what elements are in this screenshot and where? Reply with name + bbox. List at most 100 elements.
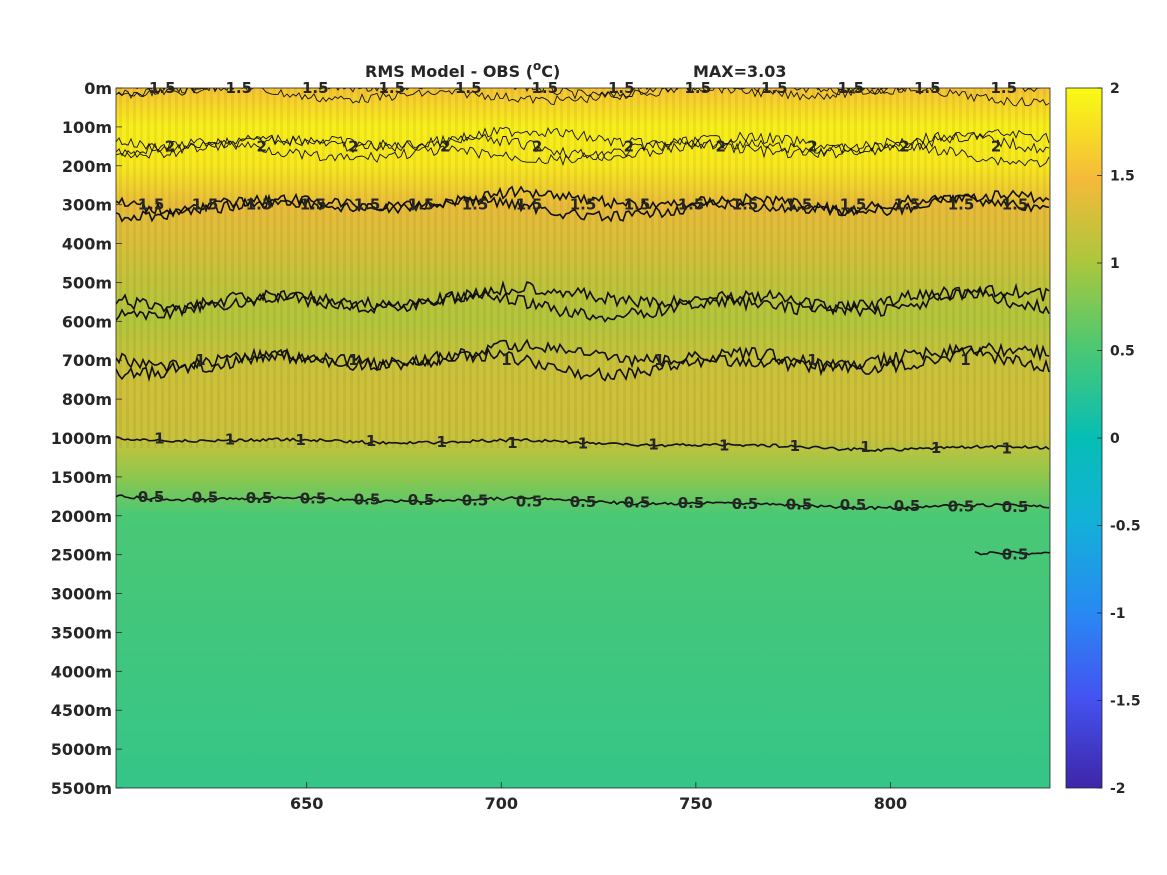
contour-label: 0.5 xyxy=(138,488,165,506)
contour-label: 1 xyxy=(931,439,941,457)
y-tick-label: 1000m xyxy=(51,429,112,448)
contour-label: 1 xyxy=(648,435,658,453)
heatmap-stripe-texture xyxy=(116,88,1050,448)
colorbar: 2 1.5 1 0.5 0 -0.5 -1 -1.5 -2 xyxy=(1065,81,1141,797)
contour-label: 0.5 xyxy=(192,488,219,506)
colorbar-tick-label: 0 xyxy=(1110,431,1120,447)
x-tick-label: 650 xyxy=(290,794,323,813)
contour-label: 1.5 xyxy=(948,196,975,214)
plot-area: 1.5 1.5 1.5 1.5 1.5 1.5 1.5 1.5 1.5 1.5 1.5 1.5 2 2 2 2… xyxy=(115,79,1051,789)
contour-line xyxy=(116,88,1050,107)
contour-label: 2 xyxy=(440,137,450,155)
y-tick-label: 800m xyxy=(62,390,112,409)
colorbar-tick-label: -2 xyxy=(1110,781,1126,797)
colorbar-tick-label: 1.5 xyxy=(1110,169,1135,185)
contour-label: 1 xyxy=(348,351,358,369)
contour-label: 0.5 xyxy=(624,494,651,512)
contour-label: 1 xyxy=(807,351,817,369)
y-tick-label: 0m xyxy=(84,79,112,98)
colorbar-tick-label: -1.5 xyxy=(1110,694,1141,710)
contour-line xyxy=(974,550,1050,556)
y-tick-label: 1500m xyxy=(51,468,112,487)
y-tick-label: 500m xyxy=(62,273,112,292)
title-unit-superscript: o xyxy=(533,59,541,73)
x-tick-label: 750 xyxy=(679,794,712,813)
y-tick-label: 4000m xyxy=(51,662,112,681)
contour-line xyxy=(116,137,1050,168)
y-tick-label: 5500m xyxy=(51,779,112,798)
contour-label: 0.5 xyxy=(462,492,489,510)
y-tick-label: 4500m xyxy=(51,701,112,720)
colorbar-scale xyxy=(1065,87,1103,789)
contour-label: 2 xyxy=(715,137,725,155)
contour-label: 1.5 xyxy=(894,196,921,214)
y-axis: 0m 100m 200m 300m 400m 500m 600m 700m 800m 1000m 1… xyxy=(51,79,122,798)
contour-label: 1 xyxy=(501,351,511,369)
y-tick-label: 400m xyxy=(62,235,112,254)
contour-label: 1 xyxy=(366,432,376,450)
contour-label: 1 xyxy=(860,438,870,456)
contour-label: 1.5 xyxy=(138,196,165,214)
contour-label: 2 xyxy=(807,137,817,155)
contour-label: 0.5 xyxy=(246,489,273,507)
contour-label: 1 xyxy=(578,435,588,453)
y-tick-label: 100m xyxy=(62,118,112,137)
contour-label: 1.5 xyxy=(786,196,813,214)
x-tick-label: 800 xyxy=(874,794,907,813)
colorbar-tick-label: 2 xyxy=(1110,81,1120,97)
contour-label: 1.5 xyxy=(624,196,651,214)
y-tick-label: 700m xyxy=(62,351,112,370)
max-value-label: MAX=3.03 xyxy=(693,62,787,81)
contour-label: 0.5 xyxy=(300,490,327,508)
contour-line xyxy=(116,435,1050,452)
contour-label: 0.5 xyxy=(408,491,435,509)
contour-label: 0.5 xyxy=(1002,546,1029,564)
contour-label: 1.5 xyxy=(354,196,381,214)
contour-label: 1 xyxy=(225,430,235,448)
contour-label: 0.5 xyxy=(840,496,867,514)
contour-line xyxy=(116,131,1050,161)
contour-line xyxy=(116,280,1050,318)
contour-line xyxy=(116,342,1050,383)
contour-label: 0.5 xyxy=(516,492,543,510)
contour-label: 2 xyxy=(532,137,542,155)
contour-label: 1.5 xyxy=(300,196,327,214)
contour-line xyxy=(116,285,1050,323)
colorbar-tick-label: 1 xyxy=(1110,256,1120,272)
y-tick-label: 300m xyxy=(62,196,112,215)
contour-label: 2 xyxy=(899,137,909,155)
contour-label: 2 xyxy=(165,137,175,155)
contour-label: 1 xyxy=(195,351,205,369)
y-tick-label: 2500m xyxy=(51,546,112,565)
y-tick-label: 3000m xyxy=(51,585,112,604)
x-tick-label: 700 xyxy=(485,794,518,813)
y-tick-label: 600m xyxy=(62,312,112,331)
contour-label: 2 xyxy=(624,137,634,155)
y-tick-label: 2000m xyxy=(51,507,112,526)
contour-label: 1.5 xyxy=(840,196,867,214)
colorbar-ticks: 2 1.5 1 0.5 0 -0.5 -1 -1.5 -2 xyxy=(1097,81,1141,797)
contour-label: 1 xyxy=(437,433,447,451)
contour-label: 1.5 xyxy=(408,196,435,214)
contour-line xyxy=(116,126,1050,156)
contour-line xyxy=(116,192,1050,223)
x-axis: 650 700 750 800 xyxy=(290,782,907,813)
contour-label: 1.5 xyxy=(192,196,219,214)
contour-label: 1.5 xyxy=(246,196,273,214)
contour-label: 2 xyxy=(256,137,266,155)
contour-label: 1 xyxy=(1001,440,1011,458)
contour-line xyxy=(116,88,1049,101)
chart-title: RMS Model - OBS (oC) xyxy=(365,59,560,81)
colorbar-tick-label: -0.5 xyxy=(1110,519,1141,535)
contour-label: 1.5 xyxy=(732,196,759,214)
contour-label: 1.5 xyxy=(570,196,597,214)
contour-label: 1.5 xyxy=(678,196,705,214)
contour-label: 1 xyxy=(654,351,664,369)
contour-label: 1.5 xyxy=(516,196,543,214)
contour-label: 0.5 xyxy=(732,495,759,513)
contour-label: 0.5 xyxy=(354,490,381,508)
colorbar-tick-label: -1 xyxy=(1110,606,1126,622)
contour-label: 0.5 xyxy=(894,497,921,515)
contour-label: 1 xyxy=(154,430,164,448)
